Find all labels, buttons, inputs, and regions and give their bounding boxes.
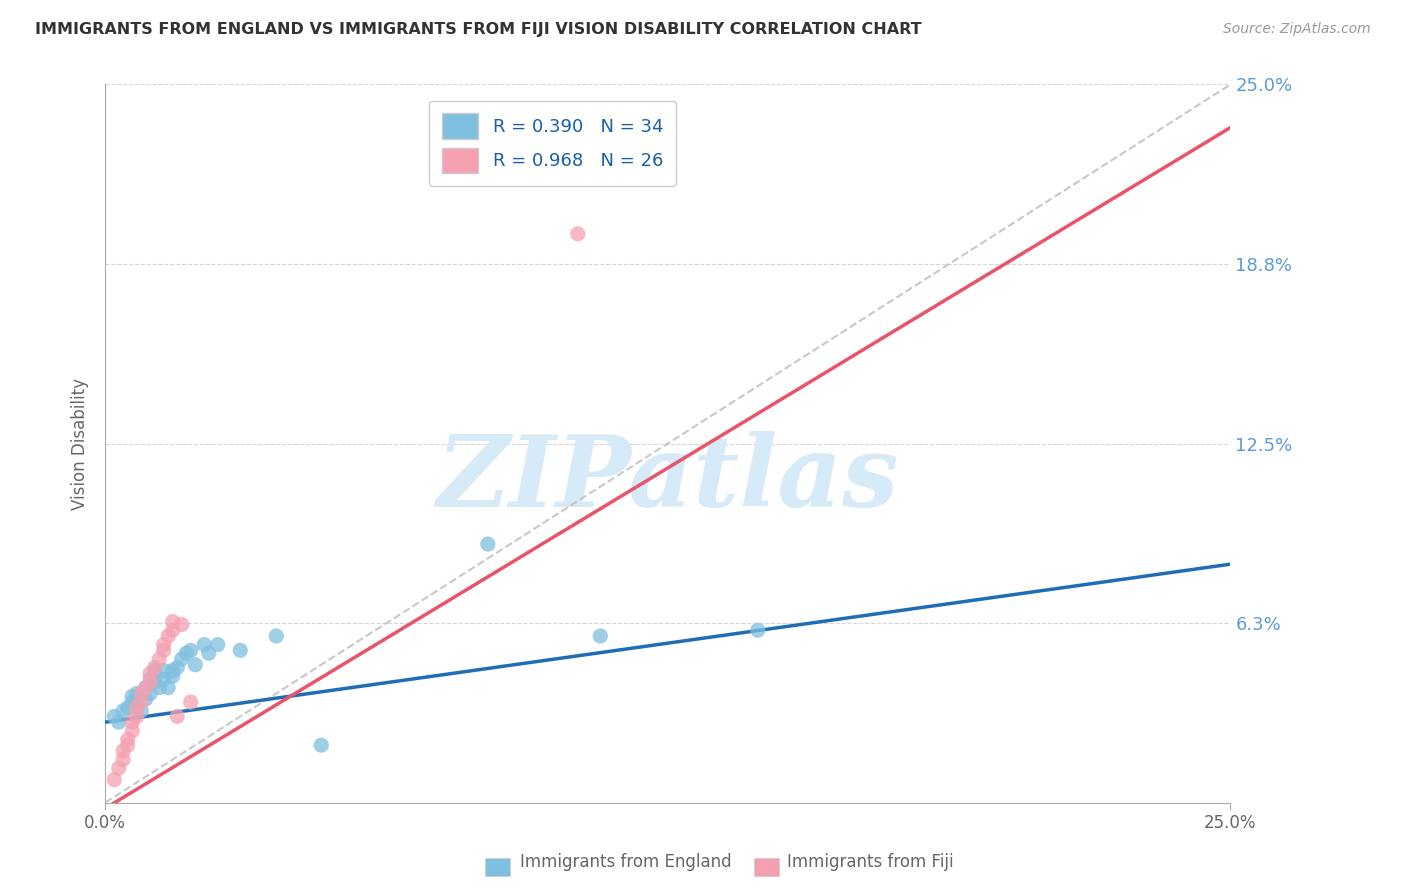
Point (135, 681, 157, 695)
Point (170, 652, 193, 666)
Text: Immigrants from England: Immigrants from England (520, 854, 733, 871)
Point (143, 675, 166, 690)
Point (121, 715, 143, 730)
Point (197, 646, 219, 660)
Point (264, 629, 287, 643)
Point (170, 617, 193, 632)
Point (121, 723, 143, 738)
Point (162, 615, 184, 629)
Point (139, 666, 162, 681)
Point (180, 643, 202, 657)
Point (143, 660, 166, 674)
Point (152, 672, 174, 686)
Point (152, 643, 174, 657)
Point (207, 638, 229, 652)
Point (157, 629, 180, 643)
Text: IMMIGRANTS FROM ENGLAND VS IMMIGRANTS FROM FIJI VISION DISABILITY CORRELATION CH: IMMIGRANTS FROM ENGLAND VS IMMIGRANTS FR… (35, 22, 922, 37)
Point (121, 695, 143, 709)
Text: ZIPatlas: ZIPatlas (437, 431, 898, 528)
Point (139, 675, 162, 690)
Point (229, 643, 252, 657)
Point (162, 669, 184, 683)
Point (112, 744, 135, 758)
Point (166, 660, 188, 674)
Point (117, 732, 139, 747)
Point (162, 664, 184, 678)
Point (747, 624, 769, 638)
Point (103, 709, 125, 723)
Point (135, 681, 157, 695)
Point (135, 692, 157, 706)
Point (125, 686, 148, 700)
Point (148, 652, 170, 666)
Point (166, 709, 188, 723)
Point (193, 638, 215, 652)
Legend: R = 0.390   N = 34, R = 0.968   N = 26: R = 0.390 N = 34, R = 0.968 N = 26 (429, 101, 676, 186)
Point (309, 738, 332, 752)
Point (129, 695, 152, 709)
Point (162, 624, 184, 638)
Point (117, 738, 139, 752)
Y-axis label: Vision Disability: Vision Disability (72, 377, 89, 509)
Point (107, 715, 129, 730)
Point (567, 227, 589, 241)
Point (125, 709, 148, 723)
Point (157, 681, 180, 695)
Point (139, 686, 162, 700)
Point (477, 537, 499, 551)
Point (148, 681, 170, 695)
Point (174, 646, 197, 660)
Point (589, 629, 612, 643)
Point (143, 664, 166, 678)
Point (129, 686, 152, 700)
Text: Immigrants from Fiji: Immigrants from Fiji (787, 854, 955, 871)
Point (139, 672, 162, 686)
Point (112, 704, 135, 718)
Point (152, 664, 174, 678)
Point (152, 638, 174, 652)
Point (112, 752, 135, 766)
Point (103, 772, 125, 787)
Point (125, 700, 148, 714)
Point (117, 700, 139, 714)
Point (180, 695, 202, 709)
Point (184, 657, 207, 672)
Point (107, 761, 129, 775)
Text: Source: ZipAtlas.com: Source: ZipAtlas.com (1223, 22, 1371, 37)
Point (121, 690, 143, 704)
Point (129, 704, 152, 718)
